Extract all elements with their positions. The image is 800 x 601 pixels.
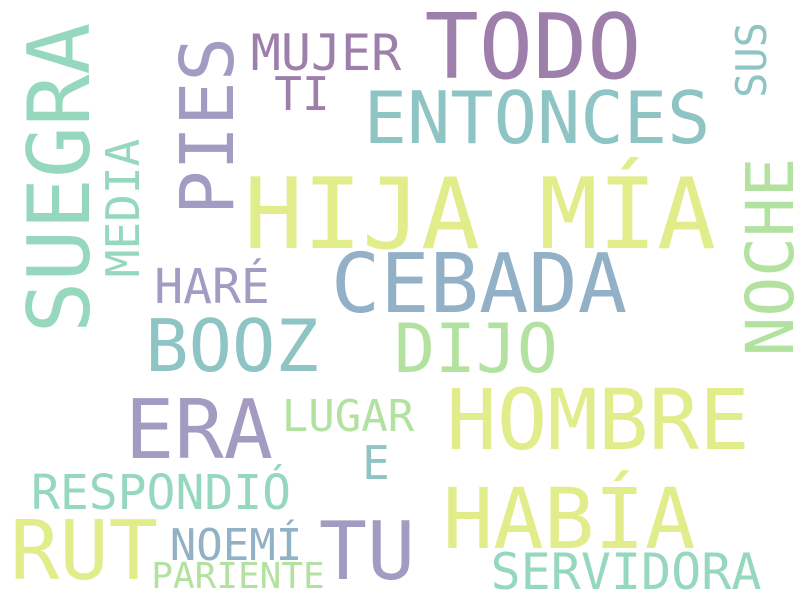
word-booz: BOOZ [145, 304, 319, 388]
word-hombre: HOMBRE [446, 371, 750, 469]
word-dijo: DIJO [394, 310, 558, 389]
word-respondio: RESPONDIÓ [30, 465, 292, 521]
word-media: MEDIA [96, 138, 150, 278]
word-tu: TU [318, 505, 416, 598]
word-lugar: LUGAR [281, 391, 415, 442]
word-rut: RUT [9, 504, 159, 599]
word-pies: PIES [165, 36, 251, 216]
word-habia: HABÍA [442, 470, 696, 568]
word-e: E [362, 436, 390, 490]
word-hija-mia: HIJA MÍA [243, 158, 717, 272]
word-servidora: SERVIDORA [490, 543, 762, 601]
word-sus: SUS [727, 22, 776, 98]
word-noche: NOCHE [732, 157, 800, 357]
word-suegra: SUEGRA [10, 22, 110, 334]
word-mujer: MUJER [250, 24, 402, 82]
word-hare: HARÉ [154, 259, 270, 315]
word-todo: TODO [424, 0, 642, 100]
word-cebada: CEBADA [330, 237, 628, 332]
word-pariente: PARIENTE [151, 556, 325, 597]
word-noemi: NOEMÍ [169, 520, 303, 571]
word-entonces: ENTONCES [363, 76, 711, 160]
word-era: ERA [124, 383, 274, 478]
word-ti: TI [274, 67, 330, 121]
